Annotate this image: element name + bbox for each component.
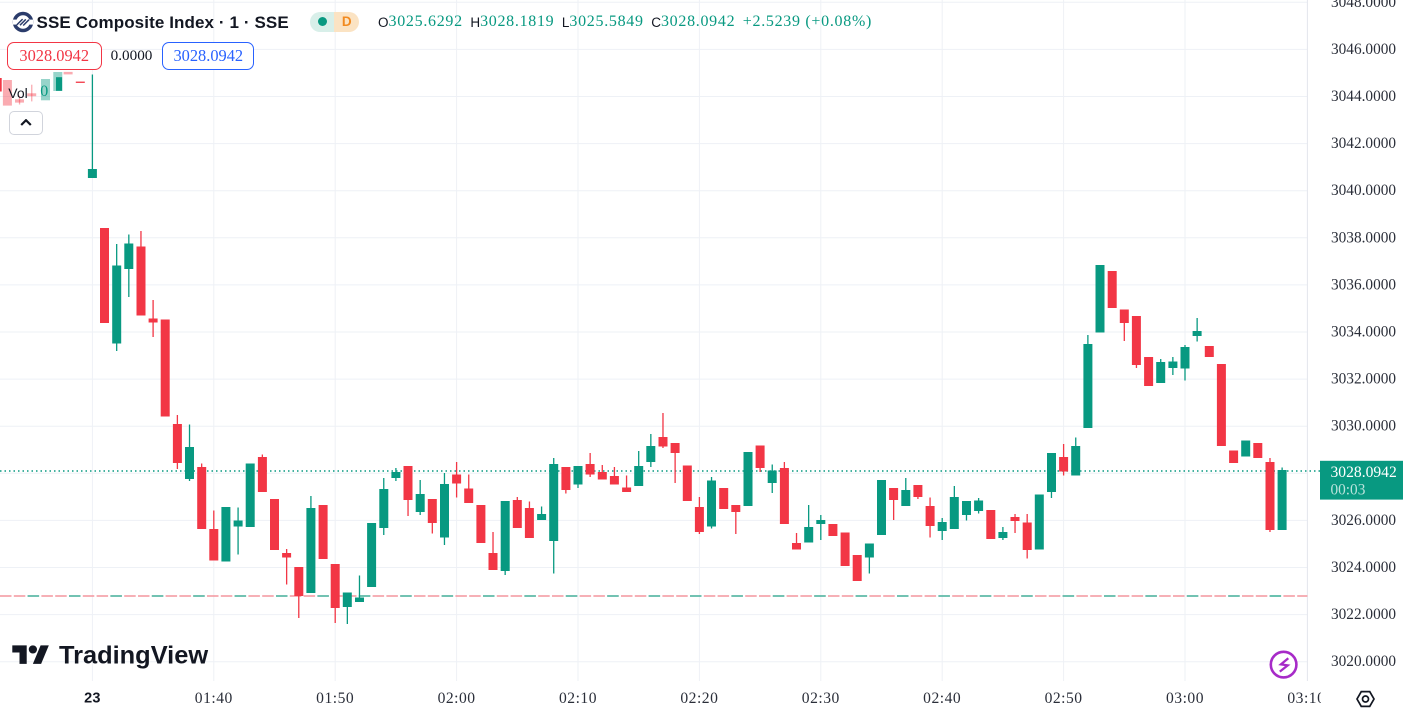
svg-text:3022.0000: 3022.0000: [1331, 606, 1396, 623]
svg-text:03:00: 03:00: [1166, 690, 1204, 707]
svg-text:3026.0000: 3026.0000: [1331, 512, 1396, 529]
svg-text:02:40: 02:40: [923, 690, 961, 707]
svg-text:02:20: 02:20: [680, 690, 718, 707]
svg-text:03:10: 03:10: [1287, 690, 1325, 707]
svg-text:3048.0000: 3048.0000: [1331, 0, 1396, 11]
svg-text:3020.0000: 3020.0000: [1331, 653, 1396, 670]
svg-text:02:50: 02:50: [1045, 690, 1083, 707]
svg-text:3042.0000: 3042.0000: [1331, 135, 1396, 152]
svg-text:01:40: 01:40: [195, 690, 233, 707]
svg-text:23: 23: [84, 691, 101, 707]
svg-text:TradingView: TradingView: [59, 641, 208, 669]
svg-text:01:50: 01:50: [316, 690, 354, 707]
svg-text:00:03: 00:03: [1331, 481, 1366, 498]
svg-text:02:30: 02:30: [802, 690, 840, 707]
svg-text:3034.0000: 3034.0000: [1331, 324, 1396, 341]
svg-text:3044.0000: 3044.0000: [1331, 88, 1396, 105]
svg-text:02:00: 02:00: [438, 690, 476, 707]
svg-text:3024.0000: 3024.0000: [1331, 559, 1396, 576]
svg-text:02:10: 02:10: [559, 690, 597, 707]
svg-text:3028.0942: 3028.0942: [1331, 464, 1397, 481]
svg-text:3032.0000: 3032.0000: [1331, 371, 1396, 388]
svg-text:3030.0000: 3030.0000: [1331, 418, 1396, 435]
svg-text:3040.0000: 3040.0000: [1331, 182, 1396, 199]
svg-text:3036.0000: 3036.0000: [1331, 276, 1396, 293]
svg-text:3038.0000: 3038.0000: [1331, 229, 1396, 246]
svg-text:3046.0000: 3046.0000: [1331, 41, 1396, 58]
